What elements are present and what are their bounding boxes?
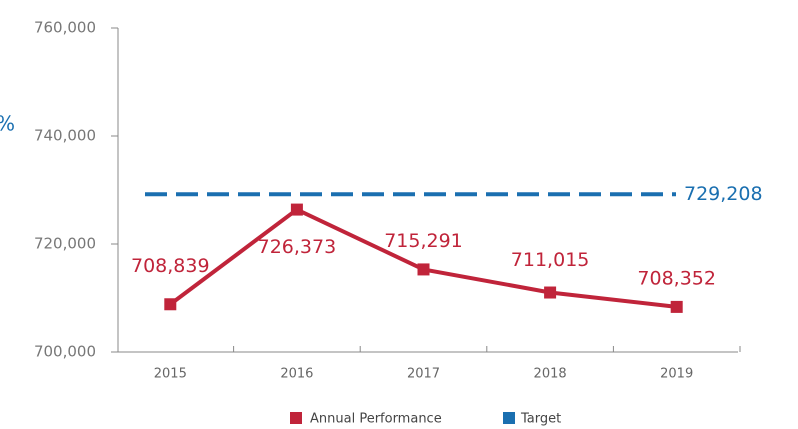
value-label: 715,291 (384, 230, 463, 252)
legend-label: Annual Performance (310, 412, 442, 427)
marker (164, 298, 177, 311)
value-label: 726,373 (258, 236, 337, 258)
marker (544, 286, 557, 299)
x-tick-label: 2015 (154, 367, 187, 382)
target-label: 729,208 (684, 183, 763, 205)
y-tick-label: 740,000 (34, 127, 96, 145)
legend-label: Target (520, 412, 561, 427)
x-tick-label: 2019 (660, 367, 693, 382)
marker (670, 300, 683, 313)
y-tick-label: 760,000 (34, 19, 96, 37)
y-tick-label: 720,000 (34, 235, 96, 253)
y-tick-label: 700,000 (34, 343, 96, 361)
value-label: 711,015 (511, 249, 590, 271)
x-tick-label: 2016 (280, 367, 313, 382)
x-tick-label: 2017 (407, 367, 440, 382)
value-label: 708,839 (131, 255, 210, 277)
marker (417, 263, 430, 276)
marker (290, 203, 303, 216)
legend-swatch (290, 412, 302, 424)
line (169, 207, 677, 309)
value-label: 708,352 (637, 267, 716, 289)
annotation: % (0, 112, 15, 136)
x-tick-label: 2018 (534, 367, 567, 382)
legend-swatch (503, 412, 515, 424)
